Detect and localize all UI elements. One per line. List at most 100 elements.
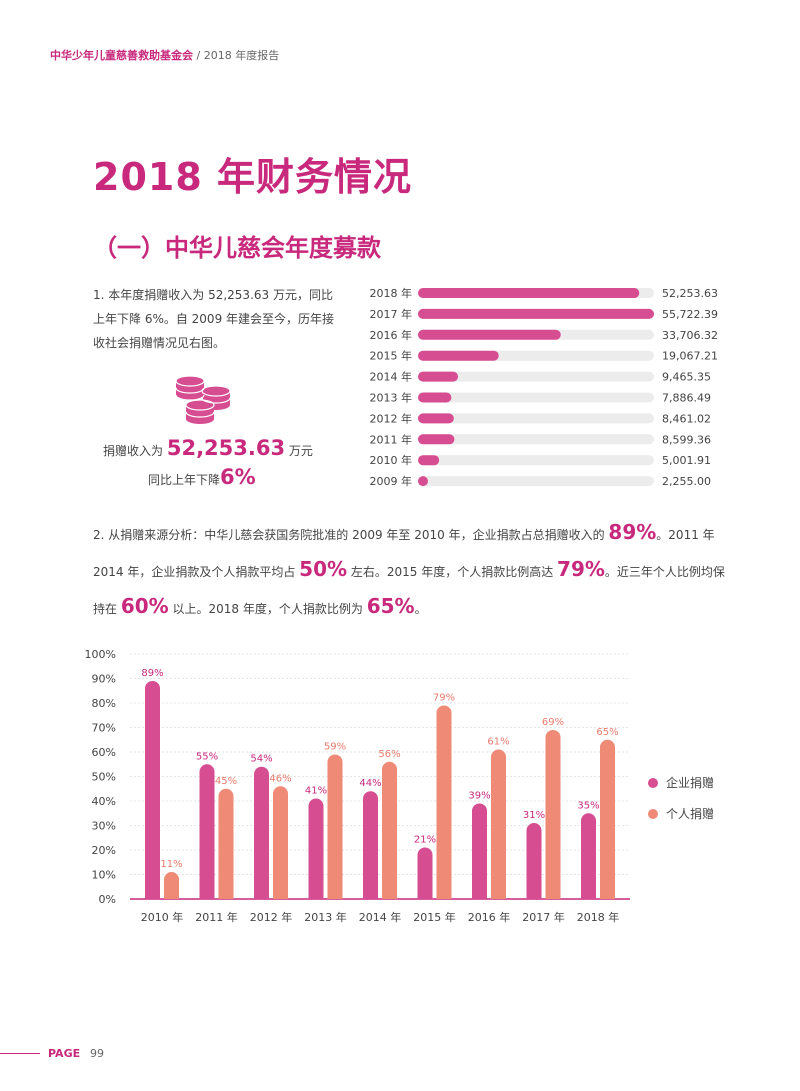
coins-icon (175, 375, 231, 424)
x-tick-label: 2015 年 (413, 910, 456, 924)
y-tick-label: 100% (85, 648, 116, 661)
page-number: 99 (90, 1047, 104, 1060)
hbar-year-label: 2016 年 (370, 328, 413, 342)
bar-corporate (199, 764, 215, 899)
bar-data-label: 61% (487, 737, 509, 748)
hbar-value-label: 33,706.32 (662, 329, 718, 342)
bar-corporate (308, 798, 324, 899)
hbar-bar (418, 350, 499, 361)
x-tick-label: 2018 年 (577, 910, 620, 924)
x-tick-label: 2013 年 (304, 910, 347, 924)
y-tick-label: 70% (92, 722, 116, 735)
hbar-bar (418, 413, 454, 424)
bar-individual (491, 749, 506, 899)
hbar-track (418, 476, 654, 487)
bar-data-label: 89% (141, 668, 163, 679)
bar-data-label: 39% (468, 790, 490, 801)
bar-data-label: 56% (378, 749, 400, 760)
bar-data-label: 59% (324, 741, 346, 752)
donation-hbar-chart: 2018 年 52,253.63 2017 年 55,722.39 2016 年 33,7… (370, 286, 718, 488)
paragraph-1: 1. 本年度捐赠收入为 52,253.63 万元，同比上年下降 6%。自 200… (93, 288, 335, 350)
hbar-year-label: 2018 年 (370, 286, 413, 300)
section-title: （一）中华儿慈会年度募款 (93, 234, 381, 262)
change-stat: 同比上年下降6% (148, 465, 256, 489)
bar-data-label: 55% (196, 751, 218, 762)
p2-em-1: 89% (608, 520, 657, 544)
hbar-value-label: 5,001.91 (662, 454, 711, 467)
hbar-bar (418, 308, 654, 319)
bar-individual (164, 872, 179, 899)
income-value: 52,253.63 (166, 436, 286, 460)
source-vbar-chart: 0% 10% 20% 30% 40% 50% 60% 70% 80% 90% 100% 89% 11% 2… (85, 648, 714, 924)
hbar-year-label: 2012 年 (370, 411, 413, 425)
y-tick-label: 50% (92, 771, 116, 784)
hbar-bar (418, 288, 640, 298)
page-title: 2018 年财务情况 (93, 155, 412, 199)
bar-individual (273, 786, 288, 899)
y-tick-label: 90% (92, 673, 116, 686)
hbar-value-label: 19,067.21 (662, 350, 718, 363)
bar-data-label: 35% (577, 800, 599, 811)
hbar-value-label: 52,253.63 (662, 287, 718, 300)
hbar-year-label: 2014 年 (370, 370, 413, 384)
bar-data-label: 79% (433, 692, 455, 703)
p2-em-5: 65% (366, 594, 415, 618)
x-tick-label: 2010 年 (141, 910, 184, 924)
bar-data-label: 41% (305, 786, 327, 797)
y-tick-label: 0% (99, 893, 116, 906)
bar-data-label: 54% (250, 754, 272, 765)
hbar-year-label: 2017 年 (370, 307, 413, 321)
hbar-bar (418, 434, 455, 445)
p2-text-2: 。2011 年 2014 年，企业捐款及个人捐款平均占 (93, 528, 715, 579)
hbar-bar (418, 455, 440, 466)
bar-individual (600, 739, 615, 899)
income-unit: 万元 (288, 444, 313, 458)
x-tick-label: 2011 年 (195, 910, 238, 924)
bar-data-label: 44% (359, 778, 381, 789)
hbar-value-label: 2,255.00 (662, 475, 711, 488)
hbar-track (418, 413, 654, 424)
hbar-track (418, 371, 654, 382)
x-tick-label: 2012 年 (250, 910, 293, 924)
hbar-value-label: 8,599.36 (662, 433, 711, 446)
hbar-value-label: 9,465.35 (662, 371, 711, 384)
x-tick-label: 2016 年 (468, 910, 511, 924)
bar-corporate (472, 803, 487, 899)
p2-em-2: 50% (299, 557, 348, 581)
p2-text-6: 。 (414, 602, 427, 616)
legend-label: 个人捐赠 (666, 807, 714, 821)
y-tick-label: 60% (92, 746, 116, 759)
bar-corporate (363, 791, 378, 899)
y-tick-label: 20% (92, 844, 116, 857)
p2-text-5: 以上。2018 年度，个人捐款比例为 (168, 602, 367, 616)
hbar-track (418, 434, 654, 445)
bar-individual (218, 788, 234, 899)
bar-individual (436, 705, 452, 899)
bar-individual (545, 729, 561, 899)
bar-corporate (526, 823, 542, 899)
income-label: 捐赠收入为 (103, 444, 164, 458)
legend-swatch (648, 778, 658, 788)
bar-individual (327, 754, 343, 899)
hbar-bar (418, 476, 428, 487)
bar-data-label: 21% (414, 835, 436, 846)
hbar-year-label: 2015 年 (370, 349, 413, 363)
p2-em-3: 79% (557, 557, 605, 581)
header-org: 中华少年儿童慈善救助基金会 (50, 49, 193, 62)
hbar-value-label: 7,886.49 (662, 392, 711, 405)
x-tick-label: 2014 年 (359, 910, 402, 924)
hbar-year-label: 2013 年 (370, 391, 413, 405)
hbar-bar (418, 329, 561, 340)
hbar-year-label: 2010 年 (370, 453, 413, 467)
p2-text-3: 左右。2015 年度，个人捐款比例高达 (347, 565, 558, 579)
hbar-track (418, 455, 654, 466)
hbar-year-label: 2009 年 (370, 474, 413, 488)
hbar-bar (418, 392, 452, 403)
bar-data-label: 31% (523, 810, 545, 821)
y-tick-label: 80% (92, 697, 116, 710)
bar-individual (382, 761, 397, 899)
bar-data-label: 45% (215, 776, 237, 787)
paragraph-2: 2. 从捐赠来源分析：中华儿慈会获国务院批准的 2009 年至 2010 年，企… (93, 515, 733, 626)
hbar-value-label: 55,722.39 (662, 308, 718, 321)
page-footer: PAGE 99 (0, 1047, 200, 1061)
